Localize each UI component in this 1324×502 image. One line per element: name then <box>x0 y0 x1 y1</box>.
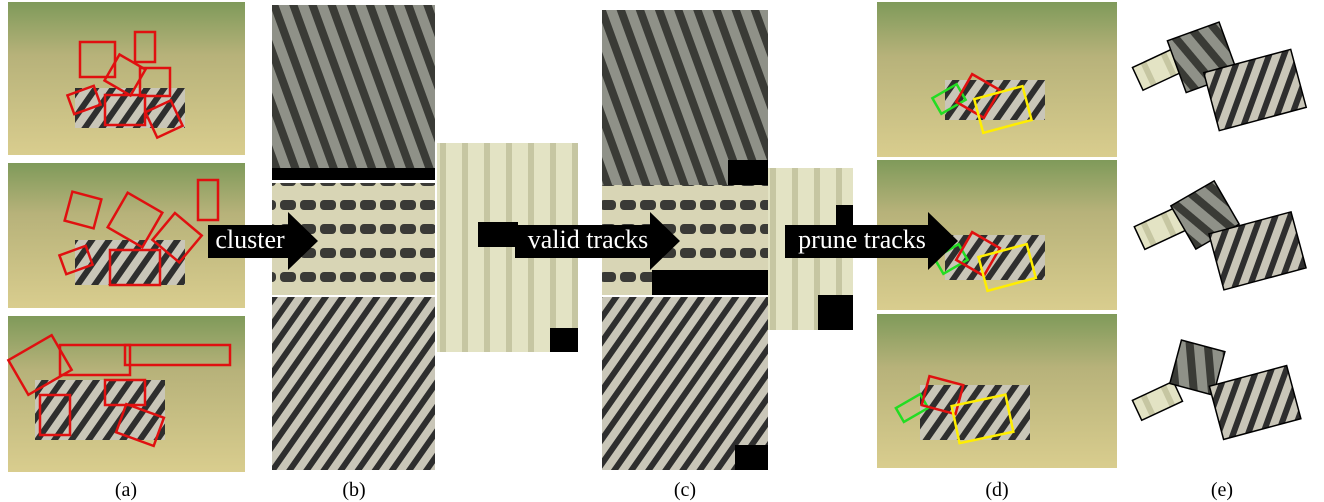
panel-label: (c) <box>674 479 696 501</box>
panel-label: (a) <box>115 479 137 501</box>
arrow-label: cluster <box>215 225 285 254</box>
panel-label: (b) <box>342 479 365 501</box>
figure: cluster valid tracks prune tracks (a) (b… <box>0 0 1324 502</box>
arrow-label: valid tracks <box>528 225 649 254</box>
arrow-label: prune tracks <box>798 225 926 254</box>
panel-e <box>1132 22 1306 439</box>
panel-label: (e) <box>1211 479 1233 501</box>
panel-label: (d) <box>985 479 1008 501</box>
